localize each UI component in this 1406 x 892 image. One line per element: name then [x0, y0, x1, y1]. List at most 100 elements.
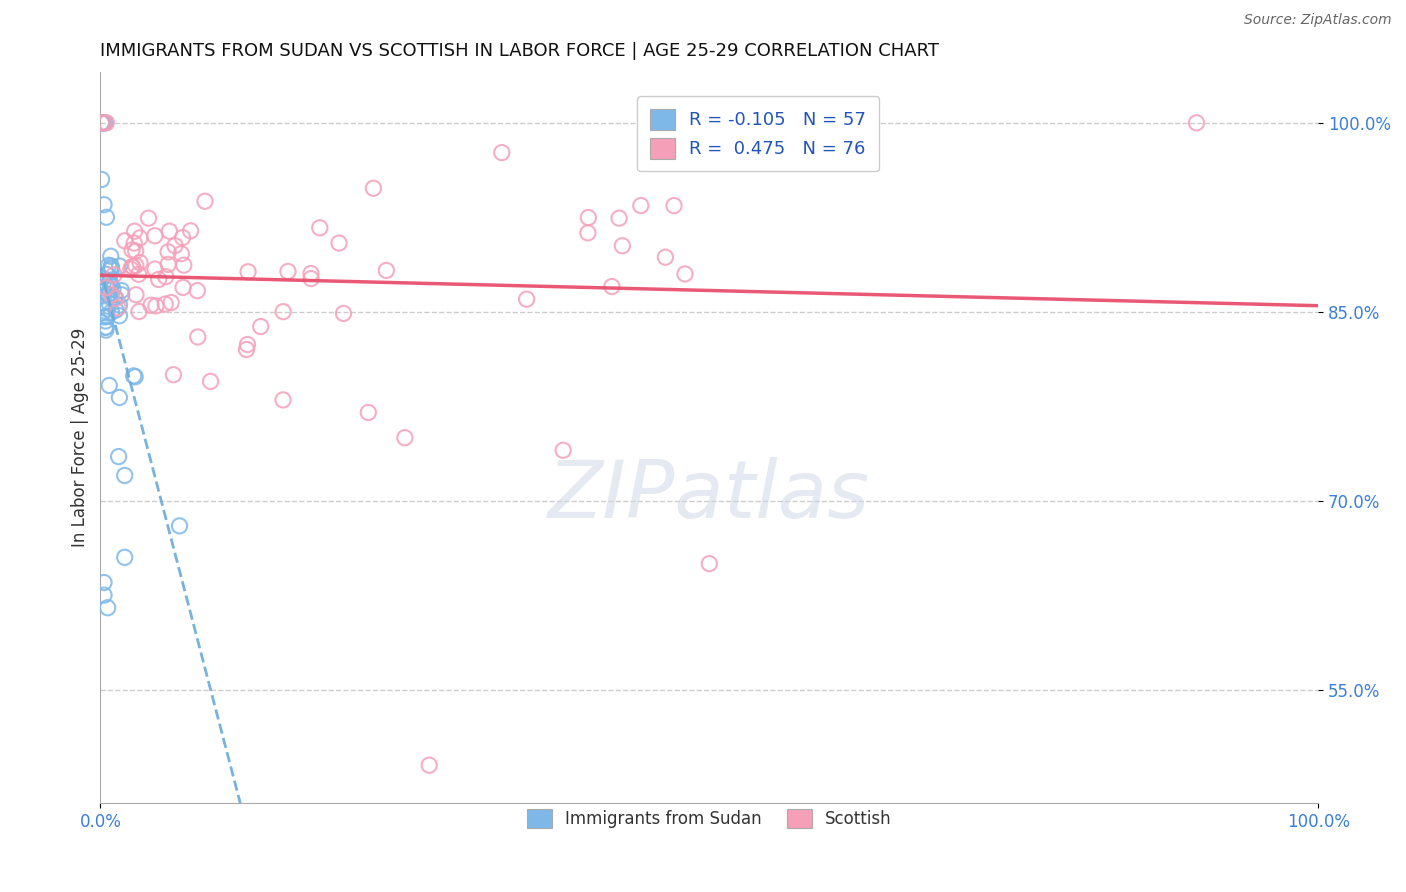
Point — [654, 250, 676, 264]
Point — [114, 550, 136, 565]
Point — [172, 280, 194, 294]
Point — [375, 263, 398, 277]
Point — [97, 287, 120, 301]
Point — [155, 269, 177, 284]
Point — [108, 391, 131, 405]
Point — [553, 443, 575, 458]
Point — [90, 116, 112, 130]
Point — [1185, 116, 1208, 130]
Point — [93, 116, 115, 130]
Point — [169, 519, 191, 533]
Point — [236, 337, 259, 351]
Point — [98, 275, 121, 289]
Point — [236, 265, 259, 279]
Point — [277, 264, 299, 278]
Point — [97, 600, 120, 615]
Point — [138, 211, 160, 226]
Point — [100, 278, 122, 293]
Point — [108, 309, 131, 323]
Point — [271, 392, 294, 407]
Point — [187, 330, 209, 344]
Point — [94, 320, 117, 334]
Point — [104, 303, 127, 318]
Point — [100, 278, 122, 293]
Point — [97, 288, 120, 302]
Point — [96, 279, 118, 293]
Point — [114, 234, 136, 248]
Point — [98, 378, 121, 392]
Point — [128, 268, 150, 282]
Point — [249, 319, 271, 334]
Point — [98, 283, 121, 297]
Point — [125, 259, 148, 273]
Point — [271, 304, 294, 318]
Point — [143, 228, 166, 243]
Point — [157, 224, 180, 238]
Point — [100, 249, 122, 263]
Point — [111, 287, 134, 301]
Point — [94, 323, 117, 337]
Point — [124, 244, 146, 258]
Point — [128, 304, 150, 318]
Point — [129, 255, 152, 269]
Point — [125, 287, 148, 301]
Point — [170, 246, 193, 260]
Point — [107, 301, 129, 315]
Point — [96, 211, 118, 225]
Text: ZIPatlas: ZIPatlas — [548, 457, 870, 535]
Point — [121, 243, 143, 257]
Point — [139, 298, 162, 312]
Point — [516, 292, 538, 306]
Point — [100, 259, 122, 273]
Point — [235, 343, 257, 357]
Point — [612, 239, 634, 253]
Point — [121, 260, 143, 274]
Y-axis label: In Labor Force | Age 25-29: In Labor Force | Age 25-29 — [72, 328, 89, 548]
Point — [173, 258, 195, 272]
Point — [630, 198, 652, 212]
Text: Source: ZipAtlas.com: Source: ZipAtlas.com — [1244, 13, 1392, 28]
Point — [200, 375, 222, 389]
Point — [157, 257, 180, 271]
Point — [128, 231, 150, 245]
Point — [697, 557, 720, 571]
Point — [108, 298, 131, 312]
Point — [155, 297, 177, 311]
Point — [100, 260, 122, 275]
Point — [332, 306, 354, 320]
Point — [90, 116, 112, 130]
Point — [120, 262, 142, 277]
Point — [162, 368, 184, 382]
Point — [662, 199, 685, 213]
Point — [93, 197, 115, 211]
Point — [163, 238, 186, 252]
Point — [100, 305, 122, 319]
Point — [96, 310, 118, 324]
Point — [93, 304, 115, 318]
Point — [194, 194, 217, 209]
Point — [299, 267, 322, 281]
Point — [122, 235, 145, 250]
Point — [104, 290, 127, 304]
Point — [124, 224, 146, 238]
Point — [110, 284, 132, 298]
Point — [91, 285, 114, 300]
Point — [576, 211, 599, 225]
Point — [91, 116, 114, 130]
Point — [576, 226, 599, 240]
Point — [105, 292, 128, 306]
Point — [418, 758, 440, 772]
Point — [108, 259, 131, 273]
Point — [357, 405, 380, 419]
Point — [148, 272, 170, 286]
Point — [96, 320, 118, 334]
Point — [299, 271, 322, 285]
Legend: Immigrants from Sudan, Scottish: Immigrants from Sudan, Scottish — [520, 802, 898, 835]
Point — [107, 450, 129, 464]
Point — [145, 299, 167, 313]
Point — [180, 224, 202, 238]
Point — [100, 262, 122, 277]
Point — [124, 369, 146, 384]
Point — [673, 267, 696, 281]
Point — [160, 295, 183, 310]
